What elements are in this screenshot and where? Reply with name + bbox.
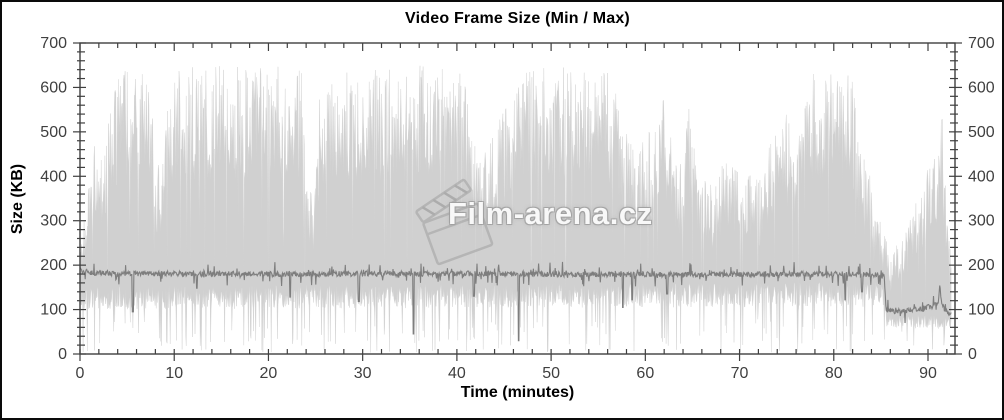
- y-tick-label-left: 400: [40, 168, 67, 185]
- chart-title: Video Frame Size (Min / Max): [405, 10, 630, 27]
- y-tick-label-right: 100: [968, 302, 995, 319]
- x-tick-label: 50: [542, 365, 560, 382]
- x-tick-label: 40: [448, 365, 466, 382]
- plot-border: [79, 42, 956, 355]
- y-tick-label-left: 0: [58, 346, 67, 363]
- y-tick-label-right: 500: [968, 124, 995, 141]
- x-tick-label: 30: [354, 365, 372, 382]
- average-line: [79, 261, 952, 342]
- x-tick-label: 20: [260, 365, 278, 382]
- y-tick-label-left: 700: [40, 35, 67, 52]
- x-tick-label: 0: [76, 365, 85, 382]
- x-tick-label: 90: [919, 365, 937, 382]
- x-tick-label: 60: [636, 365, 654, 382]
- y-tick-label-right: 600: [968, 79, 995, 96]
- x-axis-title: Time (minutes): [460, 384, 575, 401]
- y-tick-label-right: 700: [968, 35, 995, 52]
- y-tick-label-right: 200: [968, 257, 995, 274]
- x-tick-label: 70: [731, 365, 749, 382]
- y-tick-label-left: 200: [40, 257, 67, 274]
- y-tick-label-right: 300: [968, 213, 995, 230]
- y-tick-label-left: 500: [40, 124, 67, 141]
- x-tick-label: 10: [165, 365, 183, 382]
- minmax-envelope-area: [79, 65, 952, 353]
- y-tick-label-left: 100: [40, 302, 67, 319]
- y-tick-label-right: 400: [968, 168, 995, 185]
- y-tick-label-right: 0: [968, 346, 977, 363]
- y-axis-title: Size (KB): [9, 163, 26, 235]
- y-tick-label-left: 600: [40, 79, 67, 96]
- y-tick-label-left: 300: [40, 213, 67, 230]
- x-tick-label: 80: [825, 365, 843, 382]
